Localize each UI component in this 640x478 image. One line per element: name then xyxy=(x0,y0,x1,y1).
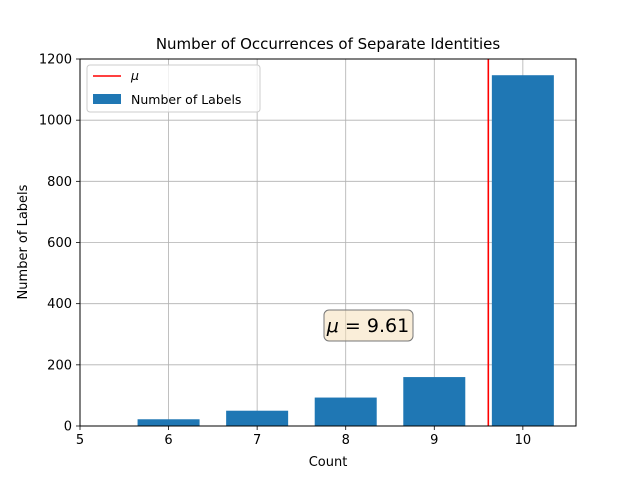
legend-box xyxy=(86,64,261,113)
bar xyxy=(137,419,200,426)
bar xyxy=(403,377,466,426)
bars xyxy=(137,75,554,426)
legend: μ Number of Labels xyxy=(86,64,261,113)
x-axis-label: Count xyxy=(309,455,348,470)
chart-title: Number of Occurrences of Separate Identi… xyxy=(156,35,501,53)
legend-bars-label: Number of Labels xyxy=(131,92,241,107)
y-tick-label: 1200 xyxy=(39,53,72,68)
legend-mean-label: μ xyxy=(130,68,139,83)
y-tick-label: 600 xyxy=(47,236,72,251)
x-tick-label: 5 xyxy=(76,433,84,448)
bar xyxy=(314,397,377,426)
x-tick-label: 9 xyxy=(430,433,438,448)
annotation-box xyxy=(323,309,414,342)
y-tick-label: 400 xyxy=(47,297,72,312)
y-tick-label: 800 xyxy=(47,175,72,190)
bar xyxy=(491,75,554,426)
annotation-text: μ = 9.61 xyxy=(326,315,409,337)
y-tick-label: 1000 xyxy=(39,114,72,129)
y-tick-label: 200 xyxy=(47,358,72,373)
legend-bars-swatch xyxy=(93,94,121,104)
x-tick-label: 8 xyxy=(342,433,350,448)
x-tick-label: 6 xyxy=(164,433,172,448)
bar xyxy=(226,410,289,426)
x-tick-label: 10 xyxy=(515,433,532,448)
y-tick-label: 0 xyxy=(64,420,72,435)
y-axis-label: Number of Labels xyxy=(16,184,31,299)
x-axis-ticks: 5 6 7 8 9 10 xyxy=(76,426,531,448)
x-tick-label: 7 xyxy=(253,433,261,448)
mean-annotation: μ = 9.61 xyxy=(323,309,414,342)
y-axis-ticks: 0 200 400 600 800 1000 1200 xyxy=(39,53,80,435)
